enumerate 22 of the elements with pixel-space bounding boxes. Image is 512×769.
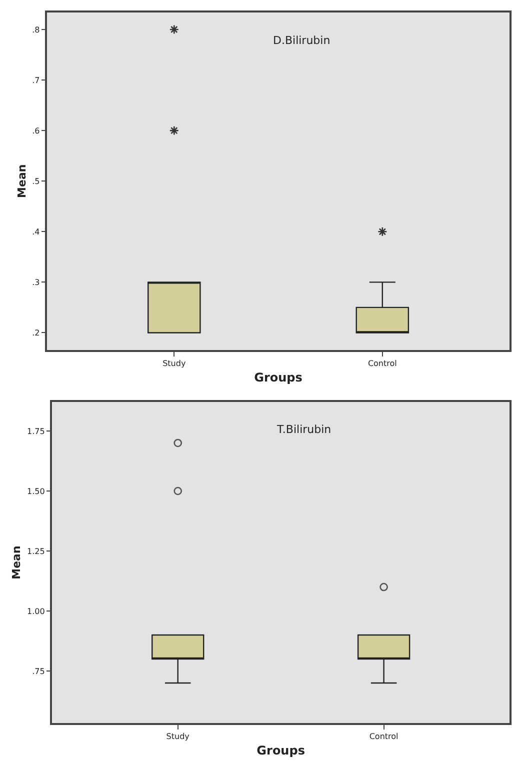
x-tick-label: Study <box>166 732 190 742</box>
y-tick-label: .7 <box>32 76 40 85</box>
y-axis-title: Mean <box>10 546 24 580</box>
y-tick-label: .75 <box>32 666 45 676</box>
y-tick-label: 1.00 <box>27 606 45 616</box>
y-axis-title: Mean <box>15 164 28 198</box>
y-tick-label: .5 <box>32 176 40 186</box>
y-tick-label: 1.25 <box>27 546 45 556</box>
x-axis-title: Groups <box>256 744 305 758</box>
text: D.Bilirubin <box>273 34 330 47</box>
y-tick-label: 1.50 <box>27 486 45 496</box>
x-tick-label: Control <box>368 359 397 368</box>
x-tick-label: Control <box>369 732 398 742</box>
y-tick-label: .4 <box>32 227 40 236</box>
text: T.Bilirubin <box>276 423 332 436</box>
y-tick-label: .8 <box>32 25 40 34</box>
x-axis-title: Groups <box>254 370 302 385</box>
y-tick-label: 1.75 <box>27 426 45 436</box>
x-tick-label: Study <box>162 359 186 368</box>
y-tick-label: .2 <box>32 328 40 338</box>
y-tick-label: .3 <box>32 278 40 287</box>
y-tick-label: .6 <box>32 126 40 136</box>
